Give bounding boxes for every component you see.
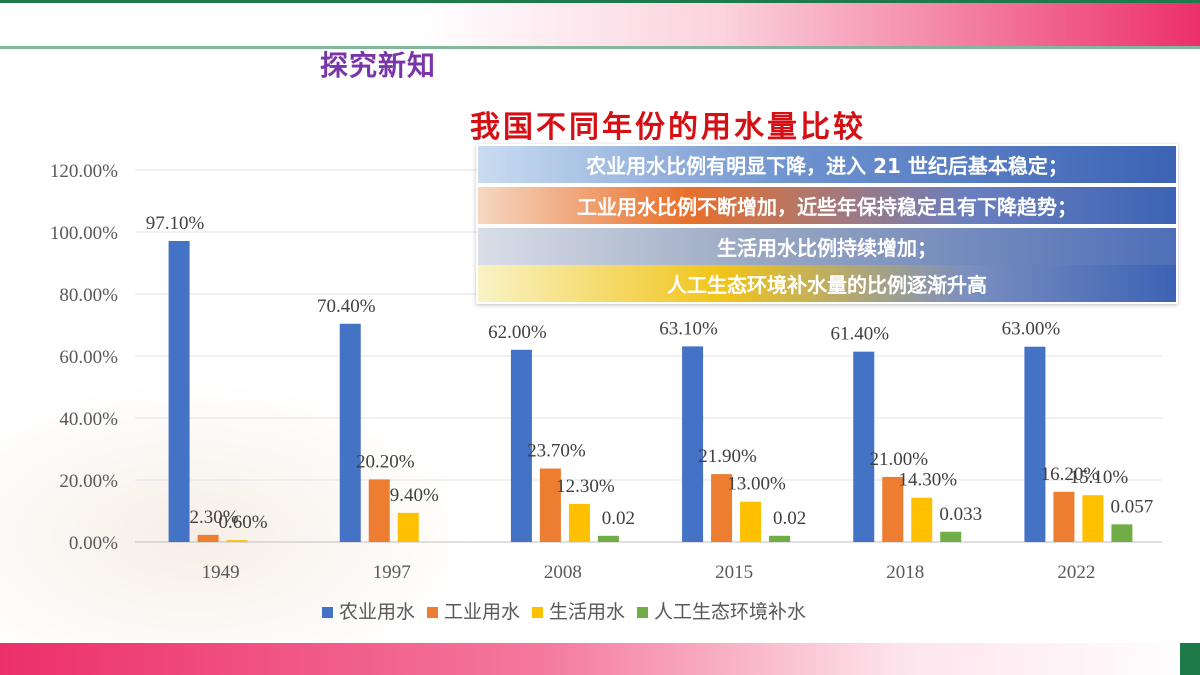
bar	[339, 323, 361, 542]
bar	[539, 468, 561, 542]
x-tick-label: 2022	[1057, 562, 1095, 583]
bar	[510, 349, 532, 542]
bar	[226, 540, 248, 542]
bar	[911, 497, 933, 542]
data-label: 2.30%	[190, 507, 239, 528]
bar	[1024, 346, 1046, 542]
background-decoration	[0, 380, 480, 640]
bar	[740, 501, 762, 542]
bar	[1082, 495, 1104, 542]
data-label: 16.20%	[1041, 464, 1100, 485]
bar	[1053, 491, 1075, 542]
top-accent-line	[0, 0, 1200, 3]
callout-ecology: 人工生态环境补水量的比例逐渐升高	[478, 265, 1176, 302]
data-label: 20.20%	[356, 451, 415, 472]
legend-swatch	[322, 607, 333, 618]
bar	[1111, 524, 1133, 542]
legend-label: 工业用水	[444, 601, 520, 623]
data-label: 21.90%	[698, 446, 757, 467]
data-label: 14.30%	[898, 470, 957, 491]
x-tick-label: 2008	[544, 562, 582, 583]
bottom-banner	[0, 643, 1200, 675]
top-banner	[0, 0, 1200, 46]
x-tick-label: 1949	[202, 562, 240, 583]
y-tick-label: 20.00%	[59, 471, 118, 492]
y-tick-label: 100.00%	[50, 223, 118, 244]
x-tick-label: 2015	[715, 562, 753, 583]
legend-swatch	[427, 607, 438, 618]
data-label: 0.02	[602, 508, 635, 529]
y-tick-label: 60.00%	[59, 347, 118, 368]
bar	[769, 535, 791, 542]
legend-swatch	[532, 607, 543, 618]
legend-swatch	[637, 607, 648, 618]
x-tick-label: 1997	[373, 562, 411, 583]
bar	[882, 476, 904, 542]
data-label: 0.02	[773, 508, 806, 529]
data-label: 62.00%	[488, 322, 547, 343]
legend-label: 生活用水	[549, 601, 625, 623]
data-label: 9.40%	[390, 485, 439, 506]
data-label: 0.033	[939, 504, 982, 525]
callout-domestic: 生活用水比例持续增加；	[478, 228, 1176, 265]
data-label: 15.10%	[1070, 467, 1129, 488]
callout-agriculture: 农业用水比例有明显下降，进入 21 世纪后基本稳定；	[478, 146, 1176, 183]
data-label: 0.60%	[219, 512, 268, 533]
bar	[168, 240, 190, 543]
bar	[397, 512, 419, 542]
data-label: 61.40%	[830, 324, 889, 345]
data-label: 0.057	[1111, 496, 1154, 517]
bar	[940, 531, 962, 542]
y-tick-label: 0.00%	[69, 533, 118, 554]
bar	[853, 351, 875, 542]
y-tick-label: 40.00%	[59, 409, 118, 430]
data-label: 63.00%	[1002, 319, 1061, 340]
data-label: 70.40%	[317, 296, 376, 317]
bar	[597, 535, 619, 542]
bottom-accent	[1180, 643, 1200, 675]
data-label: 63.10%	[659, 318, 718, 339]
y-tick-label: 80.00%	[59, 285, 118, 306]
chart-title: 我国不同年份的用水量比较	[470, 110, 866, 145]
data-label: 97.10%	[146, 213, 205, 234]
data-label: 21.00%	[869, 449, 928, 470]
data-label: 13.00%	[727, 474, 786, 495]
section-title: 探究新知	[320, 49, 437, 82]
legend-label: 人工生态环境补水	[654, 601, 806, 623]
bar	[568, 503, 590, 542]
callout-industry: 工业用水比例不断增加，近些年保持稳定且有下降趋势；	[478, 187, 1176, 224]
y-tick-label: 120.00%	[50, 161, 118, 182]
legend-label: 农业用水	[339, 601, 415, 623]
bar	[368, 479, 390, 542]
bar	[682, 346, 704, 542]
x-tick-label: 2018	[886, 562, 924, 583]
top-divider	[0, 46, 1200, 49]
bar	[711, 474, 733, 542]
data-label: 12.30%	[556, 476, 615, 497]
bar	[197, 534, 219, 542]
data-label: 23.70%	[527, 441, 586, 462]
